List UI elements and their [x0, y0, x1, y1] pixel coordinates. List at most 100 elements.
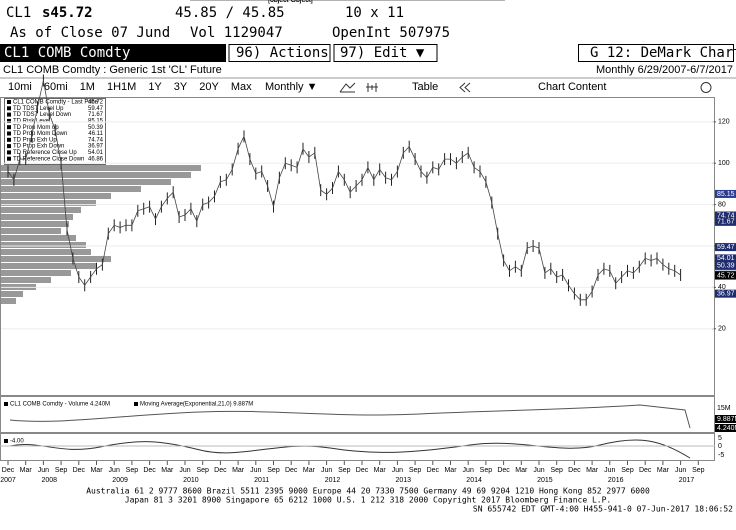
legend-value: 59.47	[88, 106, 104, 112]
x-month-label: Jun	[675, 467, 686, 474]
ticker: CL1	[6, 5, 31, 21]
y-tick-label: 120	[718, 119, 730, 126]
period-button[interactable]: Max	[231, 81, 252, 93]
legend-swatch	[7, 106, 11, 111]
y-tick-label: 100	[718, 160, 730, 167]
frequency[interactable]: Monthly ▼	[265, 81, 317, 93]
volume-legend: Moving Average(Exponential,21,0) 9.887M	[140, 402, 253, 408]
footer-contacts: Australia 61 2 9777 8600 Brazil 5511 239…	[86, 487, 650, 496]
x-month-label: Mar	[586, 467, 599, 474]
period-button[interactable]: 60mi	[44, 81, 68, 93]
price-marker-label: 71.67	[717, 219, 735, 226]
legend-swatch	[7, 131, 11, 136]
tool-button[interactable]: Table	[412, 81, 438, 93]
legend-value: 36.97	[88, 144, 104, 150]
edit-button[interactable]	[333, 44, 438, 62]
price-marker-label: 50.39	[717, 263, 735, 270]
volume-marker	[715, 415, 736, 423]
x-month-label: Mar	[90, 467, 103, 474]
x-year-label: 2016	[608, 477, 624, 484]
settings-icon[interactable]	[700, 82, 712, 93]
y-tick-label: 20	[718, 326, 726, 333]
description: CL1 COMB Comdty : Generic 1st 'CL' Futur…	[3, 64, 222, 76]
legend-label: TD Prop Mom Down	[13, 131, 67, 137]
volume-legend-swatch	[134, 402, 138, 406]
legend-label: TD Reference Close Down	[13, 156, 84, 162]
collapse-icon[interactable]	[459, 82, 471, 93]
price-marker-label: 54.01	[717, 255, 735, 262]
legend-label: TD TDST Level Up	[13, 106, 64, 112]
x-month-label: Mar	[20, 467, 33, 474]
x-month-label: Dec	[73, 467, 86, 474]
x-month-label: Sep	[621, 467, 634, 474]
price-marker	[715, 243, 736, 252]
x-year-label: 2009	[112, 477, 128, 484]
x-month-label: Mar	[657, 467, 670, 474]
x-month-label: Dec	[497, 467, 510, 474]
legend-swatch	[7, 125, 11, 130]
x-year-label: 2014	[466, 477, 482, 484]
legend-label: TD Prop Exh Up	[13, 137, 57, 143]
x-month-label: Sep	[338, 467, 351, 474]
bid-ask-size: 10 x 11	[345, 5, 404, 21]
x-month-label: Dec	[214, 467, 227, 474]
x-month-label: Jun	[321, 467, 332, 474]
x-year-label: 2011	[254, 477, 269, 484]
price-line	[7, 80, 681, 301]
legend-label: CL1 COMB Comdty - Last Price	[13, 100, 99, 106]
open-interest: OpenInt 507975	[332, 25, 450, 41]
x-year-label: 2017	[679, 477, 695, 484]
period-button[interactable]: 3Y	[174, 81, 188, 93]
x-month-label: Mar	[161, 467, 174, 474]
x-month-label: Jun	[463, 467, 474, 474]
x-year-label: 2010	[183, 477, 199, 484]
footer-session: SN 655742 EDT GMT-4:00 H455-941-0 07-Jun…	[473, 505, 733, 514]
x-month-label: Sep	[196, 467, 209, 474]
x-year-label: 2008	[42, 477, 58, 484]
price-marker	[715, 217, 736, 226]
actions-label[interactable]: 96) Actions ▼	[236, 45, 346, 61]
x-month-label: Jun	[250, 467, 261, 474]
legend-swatch	[7, 118, 11, 123]
footer-contacts: Japan 81 3 3201 8900 Singapore 65 6212 1…	[125, 496, 611, 505]
x-month-label: Jun	[604, 467, 615, 474]
volume: Vol 1129047	[190, 25, 283, 41]
bar-tool-icon[interactable]	[366, 83, 378, 92]
period-button[interactable]: 10mi	[8, 81, 32, 93]
period-button[interactable]: 1M	[80, 81, 95, 93]
legend-swatch	[7, 100, 11, 104]
volume-legend: CL1 COMB Comdty - Volume 4.240M	[10, 402, 110, 408]
indicator-tick-label: -5	[718, 452, 724, 459]
level-label: [object Object]	[268, 0, 313, 4]
price-marker-label: 59.47	[717, 244, 735, 251]
legend-value: 71.67	[88, 112, 104, 118]
indicator-legend-swatch	[4, 439, 8, 443]
legend-swatch	[7, 150, 11, 155]
indicator-line	[9, 439, 691, 459]
edit-label[interactable]: 97) Edit ▼	[340, 45, 425, 61]
x-month-label: Jun	[38, 467, 49, 474]
period-button[interactable]: 20Y	[199, 81, 219, 93]
legend-label: TD Prop Mom up	[13, 125, 59, 131]
function-box	[578, 44, 734, 62]
period-button[interactable]: 1H1M	[107, 81, 136, 93]
price-marker	[715, 211, 736, 220]
line-tool-icon[interactable]	[339, 82, 356, 93]
x-year-label: 2012	[325, 477, 341, 484]
security-box[interactable]	[0, 44, 226, 62]
actions-button[interactable]	[228, 44, 331, 62]
x-month-label: Sep	[409, 467, 422, 474]
x-month-label: Mar	[303, 467, 316, 474]
security[interactable]: CL1 COMB Comdty	[4, 45, 130, 61]
x-month-label: Mar	[232, 467, 245, 474]
x-month-label: Jun	[109, 467, 120, 474]
tool-button[interactable]: Chart Content	[538, 81, 606, 93]
x-month-label: Jun	[533, 467, 544, 474]
legend-value: 46.11	[88, 131, 103, 137]
x-month-label: Mar	[515, 467, 528, 474]
y-tick-label: 40	[718, 284, 726, 291]
indicator-panel	[0, 433, 715, 461]
indicator-tick-label: 5	[718, 435, 722, 442]
period-button[interactable]: 1Y	[148, 81, 162, 93]
